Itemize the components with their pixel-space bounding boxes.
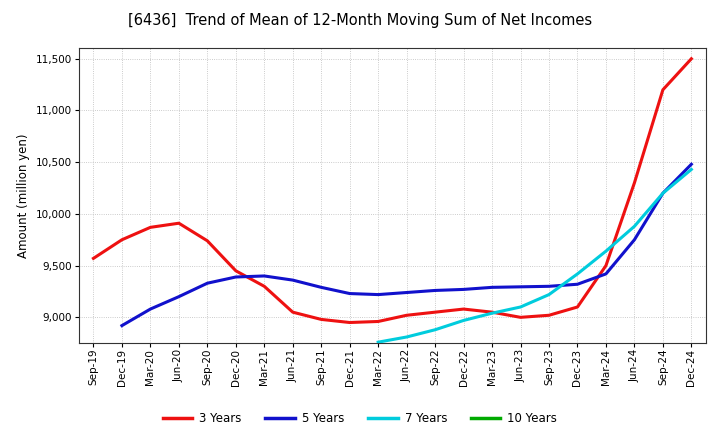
Text: [6436]  Trend of Mean of 12-Month Moving Sum of Net Incomes: [6436] Trend of Mean of 12-Month Moving … [128,13,592,28]
Legend: 3 Years, 5 Years, 7 Years, 10 Years: 3 Years, 5 Years, 7 Years, 10 Years [158,407,562,430]
Y-axis label: Amount (million yen): Amount (million yen) [17,134,30,258]
